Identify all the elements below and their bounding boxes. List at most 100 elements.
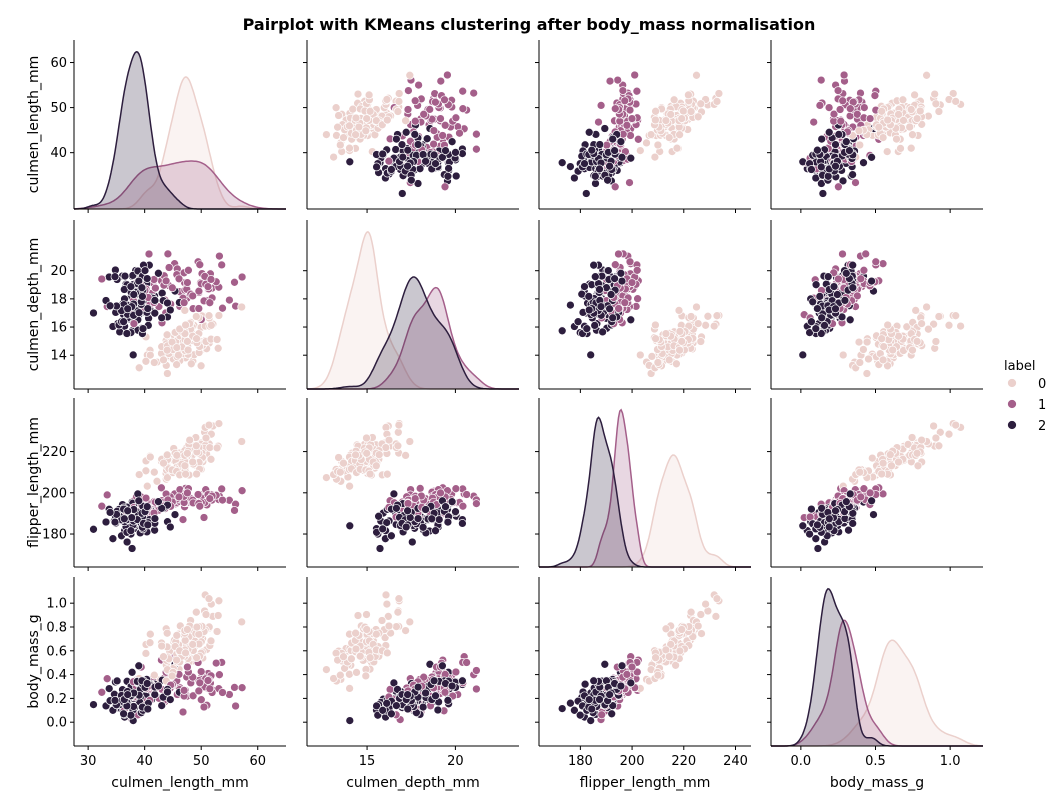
scatter-point	[407, 537, 417, 547]
scatter-point	[389, 489, 399, 499]
scatter-point	[143, 304, 153, 313]
scatter-point	[443, 171, 453, 181]
scatter-point	[431, 691, 440, 701]
scatter-point	[696, 610, 706, 619]
scatter-point	[371, 461, 381, 471]
scatter-point	[142, 481, 152, 491]
scatter-point	[894, 110, 903, 119]
scatter-point	[443, 517, 453, 527]
scatter-point	[335, 670, 345, 680]
x-tick-label: 200	[620, 754, 645, 769]
scatter-point	[586, 716, 596, 725]
scatter-point	[906, 143, 916, 153]
scatter-point	[206, 454, 216, 464]
scatter-point	[455, 128, 464, 138]
scatter-point	[586, 350, 596, 360]
scatter-point	[138, 292, 147, 301]
kde-fill-0	[771, 640, 983, 746]
scatter-point	[212, 443, 222, 453]
x-tick-label: 30	[80, 754, 97, 769]
scatter-point	[401, 127, 411, 137]
scatter-point	[440, 95, 449, 105]
scatter-point	[183, 625, 192, 634]
scatter-point	[595, 140, 605, 149]
scatter-point	[191, 441, 201, 451]
scatter-point	[351, 113, 361, 123]
scatter-point	[365, 469, 375, 479]
scatter-point	[137, 283, 147, 293]
scatter-point	[906, 105, 916, 114]
scatter-point	[392, 622, 401, 631]
scatter-point	[322, 473, 331, 482]
scatter-point	[451, 113, 461, 123]
scatter-point	[589, 676, 599, 686]
scatter-point	[429, 139, 438, 149]
scatter-point	[677, 625, 687, 634]
scatter-point	[805, 328, 814, 337]
scatter-point	[469, 88, 479, 98]
legend-title: label	[1004, 359, 1035, 374]
scatter-point	[944, 429, 954, 439]
scatter-point	[211, 658, 221, 668]
scatter-point	[845, 315, 855, 325]
scatter-point	[237, 437, 247, 446]
kde-line-2	[539, 416, 751, 568]
scatter-point	[419, 672, 429, 682]
scatter-point	[931, 433, 941, 443]
scatter-point	[126, 710, 136, 720]
x-tick-label: 60	[249, 754, 266, 769]
kde-fill-1	[771, 620, 983, 746]
scatter-point	[899, 116, 908, 125]
scatter-point	[935, 427, 945, 437]
scatter-point	[811, 280, 821, 290]
scatter-point	[816, 329, 826, 338]
scatter-point	[384, 435, 394, 445]
scatter-point	[911, 306, 921, 315]
scatter-point	[625, 178, 634, 187]
scatter-point	[97, 501, 107, 511]
scatter-point	[844, 525, 853, 535]
scatter-point	[179, 298, 189, 308]
scatter-point	[845, 489, 855, 499]
panel-culmen_depth_mm-vs-culmen_depth_mm	[303, 220, 519, 393]
scatter-point	[163, 369, 172, 378]
scatter-point	[405, 437, 415, 446]
scatter-point	[582, 324, 592, 334]
scatter-point	[157, 641, 167, 651]
scatter-point	[183, 337, 192, 346]
scatter-point	[675, 130, 684, 140]
panel-body_mass_g-vs-flipper_length_mm: 180 200 220 240 flipper_length_mm	[535, 577, 751, 791]
scatter-point	[397, 189, 407, 198]
scatter-point	[951, 420, 961, 430]
scatter-point	[458, 676, 467, 686]
scatter-point	[867, 453, 877, 463]
y-tick-label: 0.4	[46, 668, 67, 683]
scatter-point	[184, 265, 193, 275]
scatter-point	[389, 678, 399, 688]
scatter-point	[152, 476, 162, 486]
scatter-point	[440, 687, 450, 697]
scatter-point	[206, 275, 216, 284]
scatter-point	[384, 156, 394, 166]
scatter-point	[910, 90, 919, 100]
x-tick-label: 180	[568, 754, 593, 769]
scatter-point	[371, 629, 381, 639]
scatter-point	[859, 158, 868, 168]
scatter-point	[174, 274, 184, 284]
scatter-point	[441, 146, 450, 155]
scatter-point	[372, 701, 381, 711]
scatter-point	[212, 627, 222, 636]
scatter-point	[403, 161, 412, 171]
scatter-point	[418, 702, 428, 712]
scatter-point	[443, 70, 452, 80]
legend-marker-0	[1007, 378, 1017, 388]
scatter-point	[134, 363, 144, 373]
scatter-point	[122, 537, 132, 547]
scatter-point	[693, 319, 703, 328]
scatter-point	[692, 302, 701, 312]
scatter-point	[878, 355, 888, 365]
scatter-point	[179, 686, 189, 695]
y-tick-label: 20	[50, 264, 67, 279]
scatter-point	[403, 145, 413, 155]
scatter-point	[145, 638, 155, 648]
